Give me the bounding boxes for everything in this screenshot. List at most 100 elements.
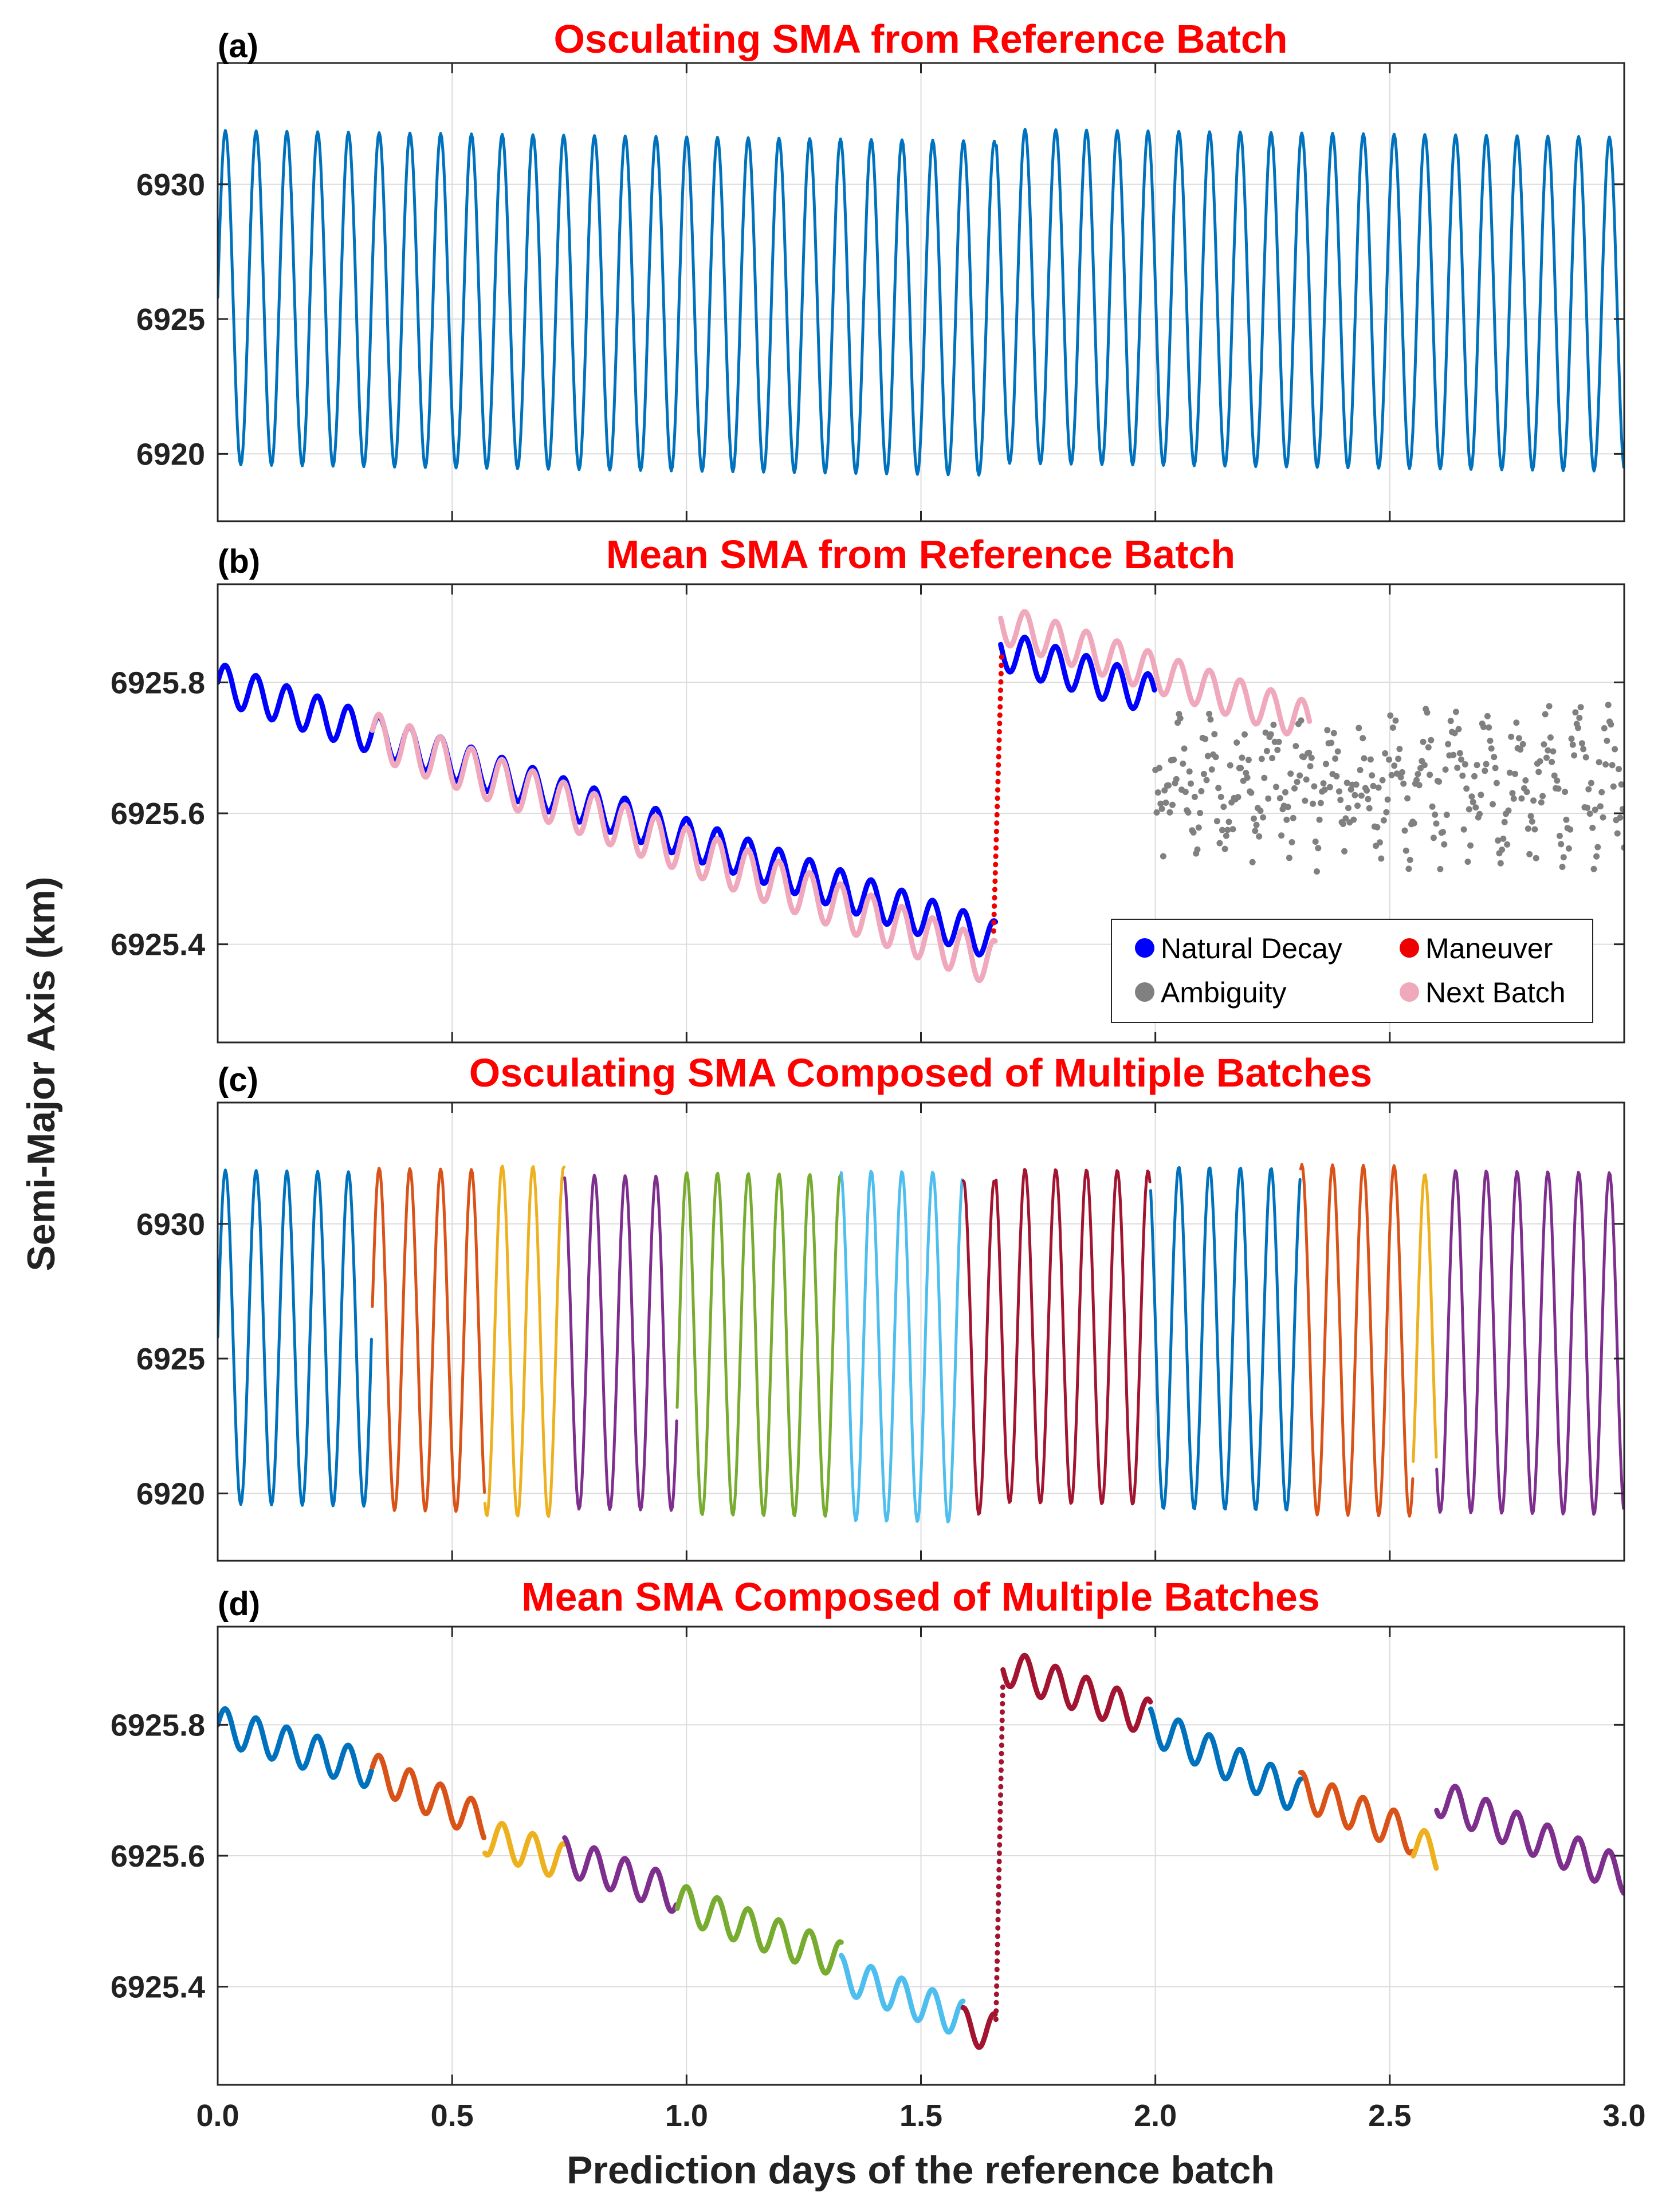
ambiguity-point [1206,710,1213,717]
ambiguity-point [1474,762,1480,769]
ambiguity-point [1263,747,1270,754]
ambiguity-point [1411,820,1417,826]
ambiguity-point [1539,793,1546,800]
panel-b-yticks: 6925.4 6925.6 6925.8 [111,666,1624,962]
ambiguity-point [1605,702,1612,709]
series-batch-5 [674,1884,844,1976]
ambiguity-point [1471,773,1478,780]
legend-marker-next-batch [1400,982,1419,1002]
ambiguity-point [1576,714,1583,721]
x-tick-label: 2.5 [1368,2099,1411,2133]
ambiguity-point [1387,712,1394,719]
ambiguity-point [1522,777,1529,784]
ambiguity-point [1326,784,1333,790]
panel-c-label: (c) [218,1061,258,1099]
ambiguity-point [1276,795,1283,802]
ambiguity-point [1156,765,1162,772]
ambiguity-point [1491,754,1498,761]
ambiguity-point [1324,727,1331,734]
ambiguity-point [1600,814,1606,821]
ambiguity-point [1396,746,1403,753]
ambiguity-point [1433,820,1440,827]
ambiguity-point [1517,746,1524,753]
ambiguity-point [1158,805,1165,812]
ambiguity-point [1492,765,1499,772]
ambiguity-point [1316,816,1323,823]
ambiguity-point [1504,841,1511,848]
ambiguity-point [1216,840,1223,847]
series-next-batch [370,711,998,983]
ambiguity-point [1364,787,1370,794]
series-batch-9 [1298,1770,1415,1856]
ambiguity-point [1582,754,1589,761]
ambiguity-point [1559,864,1566,870]
panel-a-yticks: 6920 6925 6930 [136,168,1624,471]
ambiguity-point [1572,709,1579,716]
ambiguity-point [1425,744,1432,751]
ambiguity-point [1182,789,1189,796]
ambiguity-point [1508,733,1515,740]
ambiguity-point [1484,713,1491,719]
ambiguity-point [1447,718,1454,725]
ambiguity-point [1505,807,1512,814]
ambiguity-point [1596,759,1602,766]
ambiguity-point [1380,817,1387,824]
ambiguity-point [1227,762,1233,769]
panel-c-yticks: 6920 6925 6930 [136,1207,1624,1511]
ambiguity-point [1377,839,1383,846]
ambiguity-point [1224,826,1231,833]
ambiguity-point [1588,780,1594,786]
ambiguity-point [1160,853,1166,860]
ambiguity-point [1321,786,1328,793]
ambiguity-point [1509,790,1516,797]
y-tick-label: 6925 [136,302,205,337]
ambiguity-point [1480,723,1487,730]
y-tick-label: 6925.6 [111,797,205,831]
ambiguity-point [1333,773,1340,780]
ambiguity-point [1526,851,1533,857]
y-tick-label: 6925.8 [111,1708,205,1742]
ambiguity-point [1398,769,1405,776]
ambiguity-point [1225,818,1232,825]
series-batch-11 [1435,1169,1624,1516]
ambiguity-point [1529,818,1535,825]
panel-c-xticks [217,1103,1625,1561]
ambiguity-point [1330,730,1337,737]
ambiguity-point [1610,783,1617,790]
ambiguity-point [1229,826,1236,833]
ambiguity-point [1211,731,1218,738]
ambiguity-point [1442,766,1449,773]
series-reference-batch [218,128,1624,477]
ambiguity-point [1153,809,1160,816]
panel-d-label: (d) [218,1585,260,1623]
series-batch-8 [1148,1706,1303,1811]
ambiguity-point [1298,717,1305,724]
ambiguity-point [1577,704,1584,711]
ambiguity-point [1366,805,1373,812]
ambiguity-point [1531,826,1538,833]
ambiguity-point [1367,756,1374,763]
ambiguity-point [1278,832,1285,839]
ambiguity-point [1437,865,1444,872]
ambiguity-point [1420,738,1427,745]
legend-box [1111,919,1593,1023]
panel-d-title: Mean SMA Composed of Multiple Batches [521,1575,1320,1619]
ambiguity-point [1597,803,1604,810]
ambiguity-point [1609,762,1616,769]
panel-a-plot [217,63,1625,521]
ambiguity-point [1450,751,1457,758]
x-tick-label: 0.5 [431,2099,474,2133]
ambiguity-point [1284,804,1291,810]
ambiguity-point [1549,758,1555,765]
ambiguity-point [1401,827,1408,834]
ambiguity-point [1618,781,1624,788]
ambiguity-point [1241,731,1248,738]
ambiguity-point [1593,853,1600,860]
ambiguity-point [1454,765,1461,771]
ambiguity-point [1323,761,1329,767]
panel-b-label: (b) [218,543,260,580]
ambiguity-point [1513,719,1520,726]
ambiguity-point [1177,715,1184,722]
ambiguity-point [1314,868,1320,875]
ambiguity-point [1487,737,1494,744]
